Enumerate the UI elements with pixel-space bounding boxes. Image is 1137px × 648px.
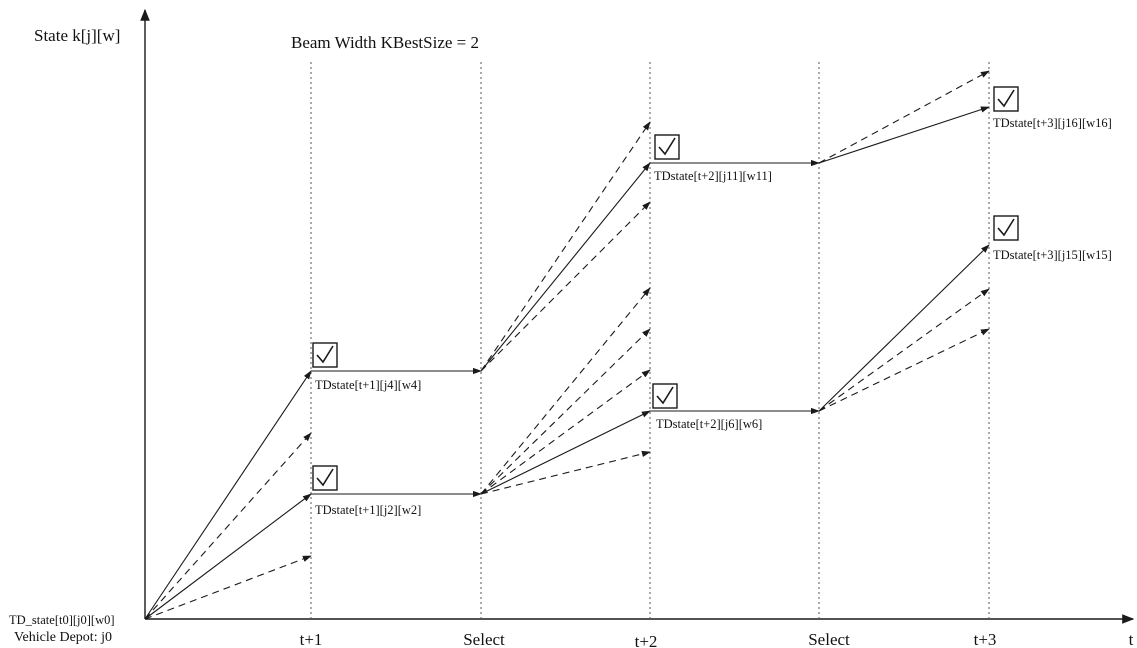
pruned-edge (144, 432, 312, 620)
check-icon (312, 465, 338, 491)
state-label-t3-j15: TDstate[t+3][j15][w15] (993, 248, 1112, 262)
check-icon (993, 86, 1019, 112)
edge-origin-to-t1-j4 (144, 370, 312, 620)
state-label-t2-j11: TDstate[t+2][j11][w11] (654, 169, 772, 183)
edge-select-to-t3-j15 (818, 244, 990, 412)
pruned-edge (818, 70, 990, 164)
pruned-edge (480, 328, 651, 495)
state-label-t2-j6: TDstate[t+2][j6][w6] (656, 417, 762, 431)
edge-select-to-t3-j16 (818, 106, 990, 164)
pruned-edge (144, 555, 312, 620)
pruned-edge (480, 201, 651, 372)
x-axis-label: t (1129, 630, 1134, 648)
pruned-edge (480, 450, 651, 495)
edge-origin-to-t1-j2 (144, 493, 312, 620)
check-icon (654, 134, 680, 160)
check-icon (993, 215, 1019, 241)
pruned-edge (480, 369, 651, 495)
pruned-transitions (144, 70, 990, 620)
tick-label-t1: t+1 (300, 630, 323, 648)
selected-transitions (144, 106, 990, 620)
tick-label-t2: t+2 (635, 632, 658, 648)
tick-label-select-2: Select (808, 630, 850, 648)
depot-label: Vehicle Depot: j0 (14, 630, 112, 645)
check-icon (652, 383, 678, 409)
state-label-t3-j16: TDstate[t+3][j16][w16] (993, 116, 1112, 130)
pruned-edge (818, 328, 990, 412)
tick-label-t3: t+3 (974, 630, 997, 648)
check-icon (312, 342, 338, 368)
origin-state-label: TD_state[t0][j0][w0] (9, 613, 115, 627)
pruned-edge (480, 121, 651, 372)
state-label-t1-j4: TDstate[t+1][j4][w4] (315, 378, 421, 392)
tick-label-select-1: Select (463, 630, 505, 648)
pruned-edge (480, 287, 651, 495)
edge-select-to-t2-j6 (480, 410, 651, 495)
y-axis-label: State k[j][w] (34, 26, 120, 45)
edge-select-to-t2-j11 (480, 162, 651, 372)
diagram-title: Beam Width KBestSize = 2 (291, 33, 479, 52)
state-label-t1-j2: TDstate[t+1][j2][w2] (315, 503, 421, 517)
time-gridlines (310, 62, 990, 619)
pruned-edge (818, 288, 990, 412)
